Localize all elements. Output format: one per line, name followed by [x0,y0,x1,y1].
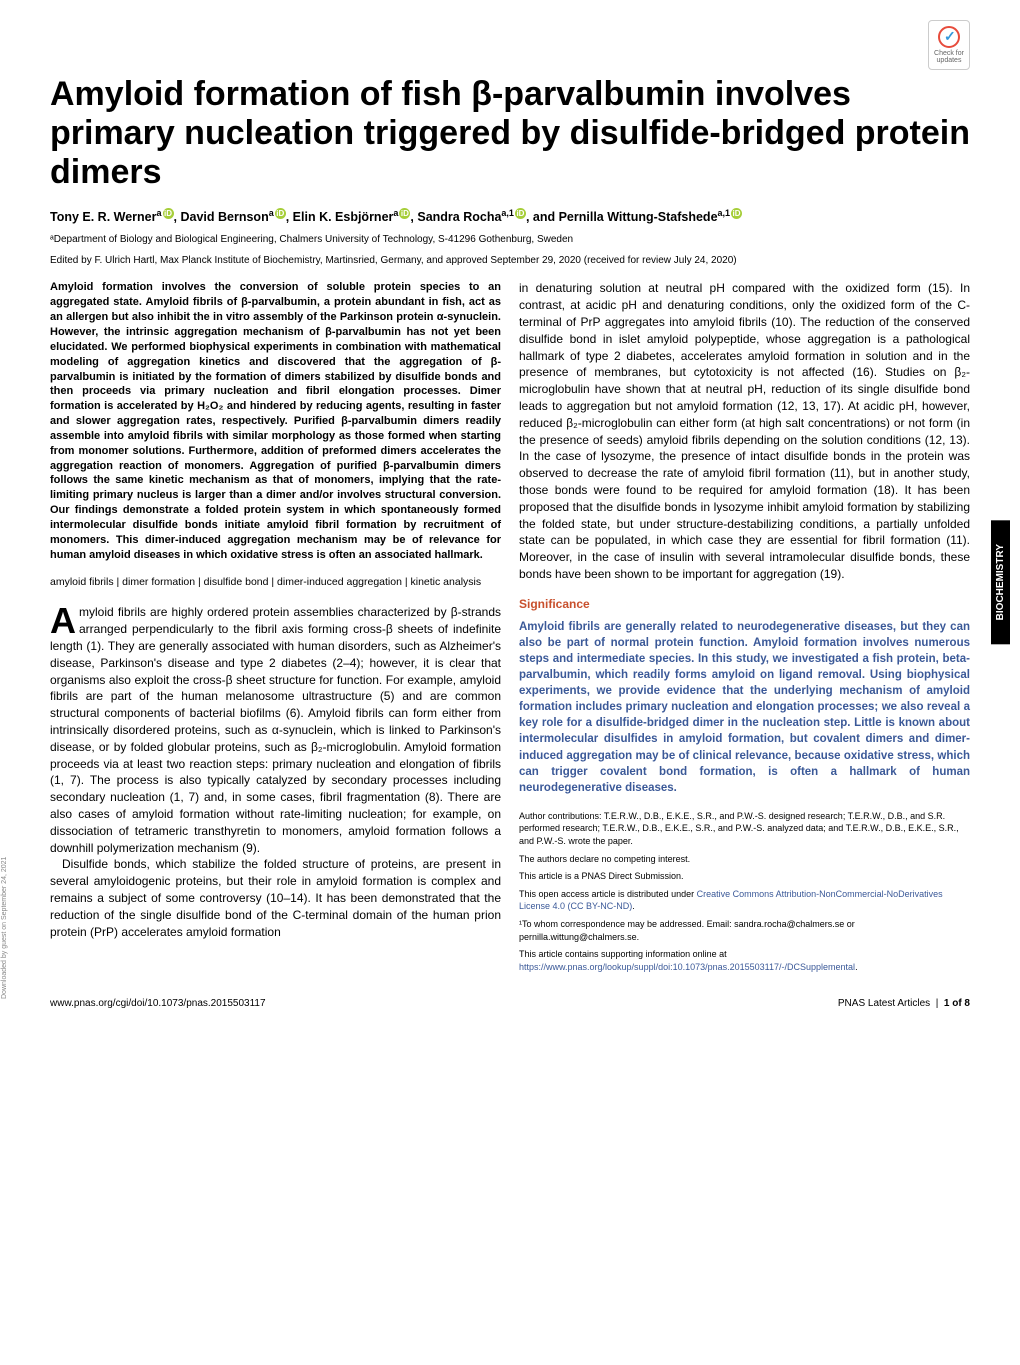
direct-submission: This article is a PNAS Direct Submission… [519,870,970,883]
article-title: Amyloid formation of fish β-parvalbumin … [50,75,970,192]
affiliation: ᵃDepartment of Biology and Biological En… [50,234,970,245]
significance-text: Amyloid fibrils are generally related to… [519,619,970,796]
section-label: BIOCHEMISTRY [991,520,1010,644]
keywords: amyloid fibrils | dimer formation | disu… [50,576,501,588]
significance-heading: Significance [519,597,970,611]
check-updates-label: Check for updates [929,50,969,64]
edited-by: Edited by F. Ulrich Hartl, Max Planck In… [50,255,970,266]
competing-interest: The authors declare no competing interes… [519,853,970,866]
dropcap: A [50,606,76,637]
author: Tony E. R. WerneraiD [50,210,174,224]
license-statement: This open access article is distributed … [519,888,970,913]
body-paragraph-1: Amyloid fibrils are highly ordered prote… [50,604,501,856]
orcid-icon[interactable]: iD [275,208,286,219]
article-footer-info: Author contributions: T.E.R.W., D.B., E.… [519,810,970,974]
orcid-icon[interactable]: iD [515,208,526,219]
author-list: Tony E. R. WerneraiD, David BernsonaiD, … [50,208,970,224]
check-updates-badge[interactable]: Check for updates [928,20,970,70]
page-footer: www.pnas.org/cgi/doi/10.1073/pnas.201550… [50,998,970,1009]
author: Sandra Rochaa,1iD [417,210,526,224]
abstract: Amyloid formation involves the conversio… [50,280,501,562]
orcid-icon[interactable]: iD [399,208,410,219]
check-updates-icon [938,26,960,48]
orcid-icon[interactable]: iD [731,208,742,219]
page-number: PNAS Latest Articles | 1 of 8 [838,998,970,1009]
doi: www.pnas.org/cgi/doi/10.1073/pnas.201550… [50,998,266,1009]
body-continuation: in denaturing solution at neutral pH com… [519,280,970,582]
orcid-icon[interactable]: iD [163,208,174,219]
correspondence: ¹To whom correspondence may be addressed… [519,918,970,943]
download-label: Downloaded by guest on September 24, 202… [1,857,8,999]
significance-box: Significance Amyloid fibrils are general… [519,597,970,796]
body-paragraph-2: Disulfide bonds, which stabilize the fol… [50,856,501,940]
supplemental-info: This article contains supporting informa… [519,948,970,973]
author-contributions: Author contributions: T.E.R.W., D.B., E.… [519,810,970,848]
author: Elin K. EsbjörneraiD [293,210,411,224]
supplemental-link[interactable]: https://www.pnas.org/lookup/suppl/doi:10… [519,962,855,972]
author: David BernsonaiD [180,210,285,224]
author: Pernilla Wittung-Stafshedea,1iD [559,210,742,224]
